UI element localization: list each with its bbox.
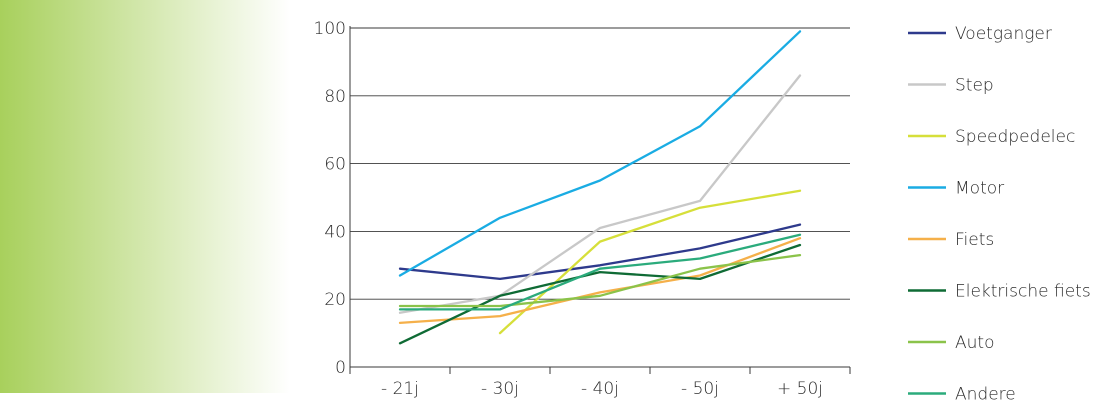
series-line-step: [398, 74, 802, 314]
y-tick-label: 60: [324, 155, 346, 175]
axes: 0 20 40 60 80 100 - 21j - 30j - 40j - 50j + 50j: [314, 19, 851, 399]
legend-label: Speedpedelec: [955, 127, 1075, 147]
decorative-gradient-panel: [0, 0, 290, 393]
legend-label: Step: [955, 76, 994, 96]
legend-label: Fiets: [955, 230, 994, 250]
y-tick-label: 100: [314, 19, 346, 39]
series-lines: [398, 30, 802, 345]
legend-label: Voetganger: [955, 24, 1052, 44]
series-line-voetganger: [398, 223, 802, 281]
legend-label: Andere: [955, 385, 1016, 403]
legend: Voetganger Step Speedpedelec Motor Fiets Elek…: [908, 24, 1091, 403]
series-line-elektrische-fiets: [398, 243, 802, 345]
legend-label: Auto: [955, 333, 994, 353]
legend-label: Motor: [955, 179, 1004, 199]
y-tick-label: 20: [324, 290, 346, 310]
x-tick-label: + 50j: [777, 379, 823, 399]
x-tick-label: - 50j: [681, 379, 719, 399]
legend-label: Elektrische fiets: [955, 282, 1091, 302]
x-tick-label: - 21j: [381, 379, 419, 399]
series-line-andere: [398, 233, 802, 311]
x-tick-label: - 30j: [481, 379, 519, 399]
x-tick-label: - 40j: [581, 379, 619, 399]
y-tick-label: 40: [324, 222, 346, 242]
y-tick-label: 80: [324, 87, 346, 107]
series-line-auto: [398, 253, 802, 308]
y-tick-label: 0: [335, 358, 346, 378]
series-line-speedpedelec: [498, 189, 802, 335]
series-line-motor: [398, 30, 802, 277]
